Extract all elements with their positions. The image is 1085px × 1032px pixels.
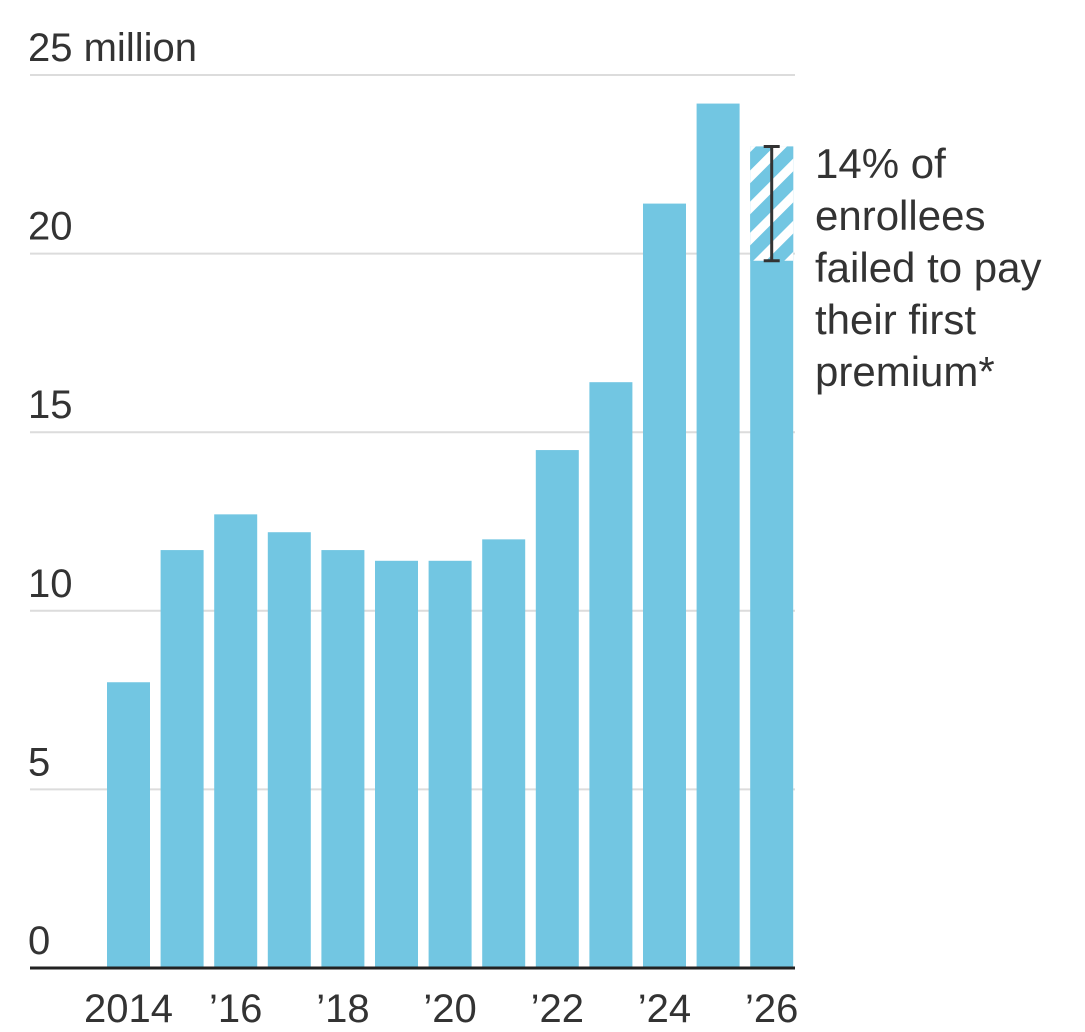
x-tick-label: ’18 [316, 987, 369, 1031]
y-tick-label: 15 [28, 383, 73, 427]
y-tick-label: 25 million [28, 26, 197, 70]
axes: 0 5 10 15 20 25 million 2014 ’16 ’18 ’20 ’22 ’24 ’26 [28, 26, 798, 1031]
bar-2026 [750, 146, 794, 968]
annotation-line: failed to pay [815, 244, 1042, 291]
bar-2016 [214, 514, 258, 968]
bars [107, 103, 794, 969]
y-tick-label: 0 [28, 919, 50, 963]
y-tick-label: 5 [28, 740, 50, 784]
y-tick-label: 10 [28, 562, 73, 606]
bar-2017 [267, 532, 311, 968]
bar-2020 [428, 560, 472, 968]
bar-2015 [160, 550, 204, 968]
bar-2014 [107, 682, 150, 968]
x-tick-label: ’20 [423, 987, 476, 1031]
x-tick-label: ’16 [209, 987, 262, 1031]
y-tick-label: 20 [28, 205, 73, 249]
x-tick-label: ’26 [745, 987, 798, 1031]
bar-2023 [589, 382, 633, 968]
x-tick-label: ’24 [638, 987, 691, 1031]
bar-2022 [535, 450, 579, 968]
bar-2019 [375, 560, 418, 968]
annotation-text: 14% of enrollees failed to pay their first p… [815, 140, 1042, 395]
annotation-line: their first [815, 296, 976, 343]
annotation-line: enrollees [815, 192, 985, 239]
x-tick-label: ’22 [531, 987, 584, 1031]
annotation-line: 14% of [815, 140, 946, 187]
x-tick-label: 2014 [84, 987, 173, 1031]
bar-2018 [321, 550, 365, 968]
annotation-line: premium* [815, 348, 995, 395]
annotation: 14% of enrollees failed to pay their first p… [750, 140, 1042, 395]
bar-2024 [643, 203, 686, 969]
bar-2021 [482, 539, 526, 968]
bar-2025 [696, 103, 740, 969]
